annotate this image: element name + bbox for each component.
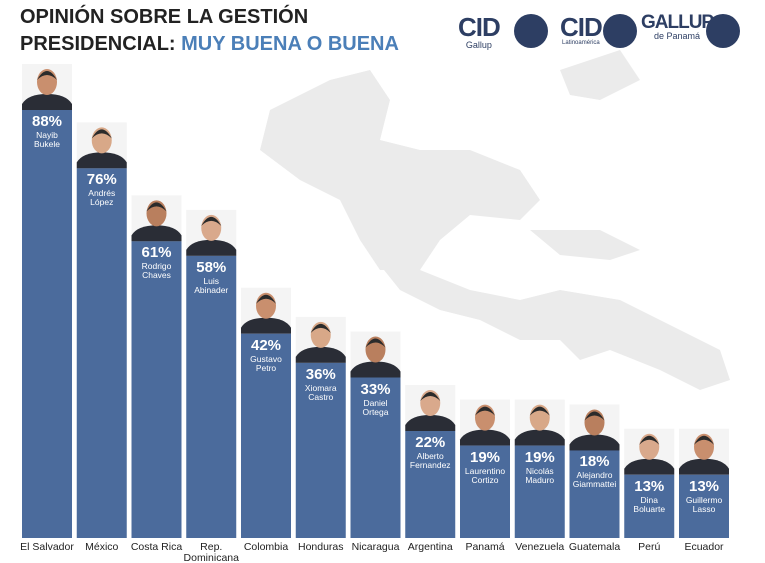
person-name: Alejandro Giammattei [572,470,617,490]
x-tick-label: Honduras [297,541,344,553]
bar [295,362,346,538]
photo-body [514,429,565,446]
map-background [260,50,730,390]
logo: CID Gallup [458,12,501,50]
logo-sub: de Panamá [654,31,701,41]
logo-globe [603,14,637,48]
photo-hair [146,202,167,212]
value-label: 18% [579,453,610,471]
person-name: Nayib Bukele [34,130,60,149]
value-label: 58% [196,258,227,276]
logo-name: CID [560,12,603,42]
value-label: 61% [141,244,172,262]
person-name: Xiomara Castro [304,382,337,402]
person-name: Gustavo Petro [250,353,282,373]
value-label: 33% [360,380,391,398]
bar [350,377,401,538]
x-tick-label: Nicaragua [351,541,400,553]
x-tick-label: Colombia [243,541,289,553]
bar [405,431,456,538]
photo-body [295,346,346,363]
photo-body [405,415,456,431]
person-name: Rodrigo Chaves [141,261,172,281]
photo-body [679,458,729,475]
person-name: Guillermo Lasso [685,494,723,514]
chart-title: OPINIÓN SOBRE LA GESTIÓN PRESIDENCIAL: M… [20,4,420,58]
photo-hair [420,392,441,401]
person-name: Daniel Ortega [362,397,389,417]
x-tick-label: Ecuador [684,541,724,553]
logo-globe [514,14,548,48]
photo-hair [694,435,714,445]
person-name: Laurentino Cortizo [464,465,506,485]
x-tick-label: Guatemala [568,541,621,553]
photo-hair [529,406,550,416]
logo-name: CID [458,12,501,42]
photo-body [131,225,182,242]
logo-globe [706,14,740,48]
bar [514,445,565,538]
person-name: Nicolás Maduro [525,465,555,485]
x-tick-label: Panamá [465,541,505,553]
bar [569,450,620,538]
x-tick-label: Venezuela [515,541,565,553]
bar [22,110,72,538]
photo-body [22,94,72,110]
value-label: 13% [634,477,665,495]
bar [186,255,237,538]
logo: CID Latinoamérica [560,12,603,46]
bar [679,474,729,538]
photo-hair [639,435,660,445]
value-label: 13% [688,477,720,495]
photo-body [624,458,675,475]
photo-hair [91,129,112,139]
logo-name: GALLUP [641,12,714,33]
bar [624,474,675,538]
photo-body [241,317,291,334]
logo-sub: Gallup [465,40,492,50]
x-tick-label: Perú [638,541,661,553]
photo-hair [37,71,57,80]
value-label: 76% [86,171,117,189]
photo-body [76,152,127,169]
person-name: Luis Abinader [194,275,229,295]
value-label: 19% [524,448,555,466]
title: OPINIÓN SOBRE LA GESTIÓN PRESIDENCIAL: [20,6,309,55]
photo-body [186,239,237,256]
photo-hair [201,216,222,226]
photo-hair [475,406,495,416]
person-name: Dina Boluarte [633,494,666,514]
x-tick-label: México [85,541,119,553]
x-tick-label: Rep. Dominicana [183,541,239,563]
x-tick-label: El Salvador [20,541,74,553]
person-name: Alberto Fernandez [409,451,451,470]
value-label: 36% [305,365,336,383]
photo-body [460,429,510,446]
bar [460,445,510,538]
bar [131,241,182,538]
value-label: 19% [469,448,501,466]
x-tick-label: Costa Rica [130,541,183,553]
value-label: 88% [31,113,63,130]
value-label: 22% [415,434,446,451]
logo-sub: Latinoamérica [562,40,600,46]
photo-hair [365,338,386,348]
photo-hair [584,411,605,421]
photo-body [350,361,401,378]
value-label: 42% [250,336,282,354]
bar [241,333,291,538]
bar [76,168,127,538]
photo-body [569,434,620,451]
photo-hair [256,294,276,304]
title-highlight: MUY BUENA O BUENA [181,33,399,55]
photo-hair [310,323,331,333]
person-name: Andrés López [88,188,116,208]
logo: GALLUP de Panamá [641,12,714,41]
x-tick-label: Argentina [407,541,453,553]
